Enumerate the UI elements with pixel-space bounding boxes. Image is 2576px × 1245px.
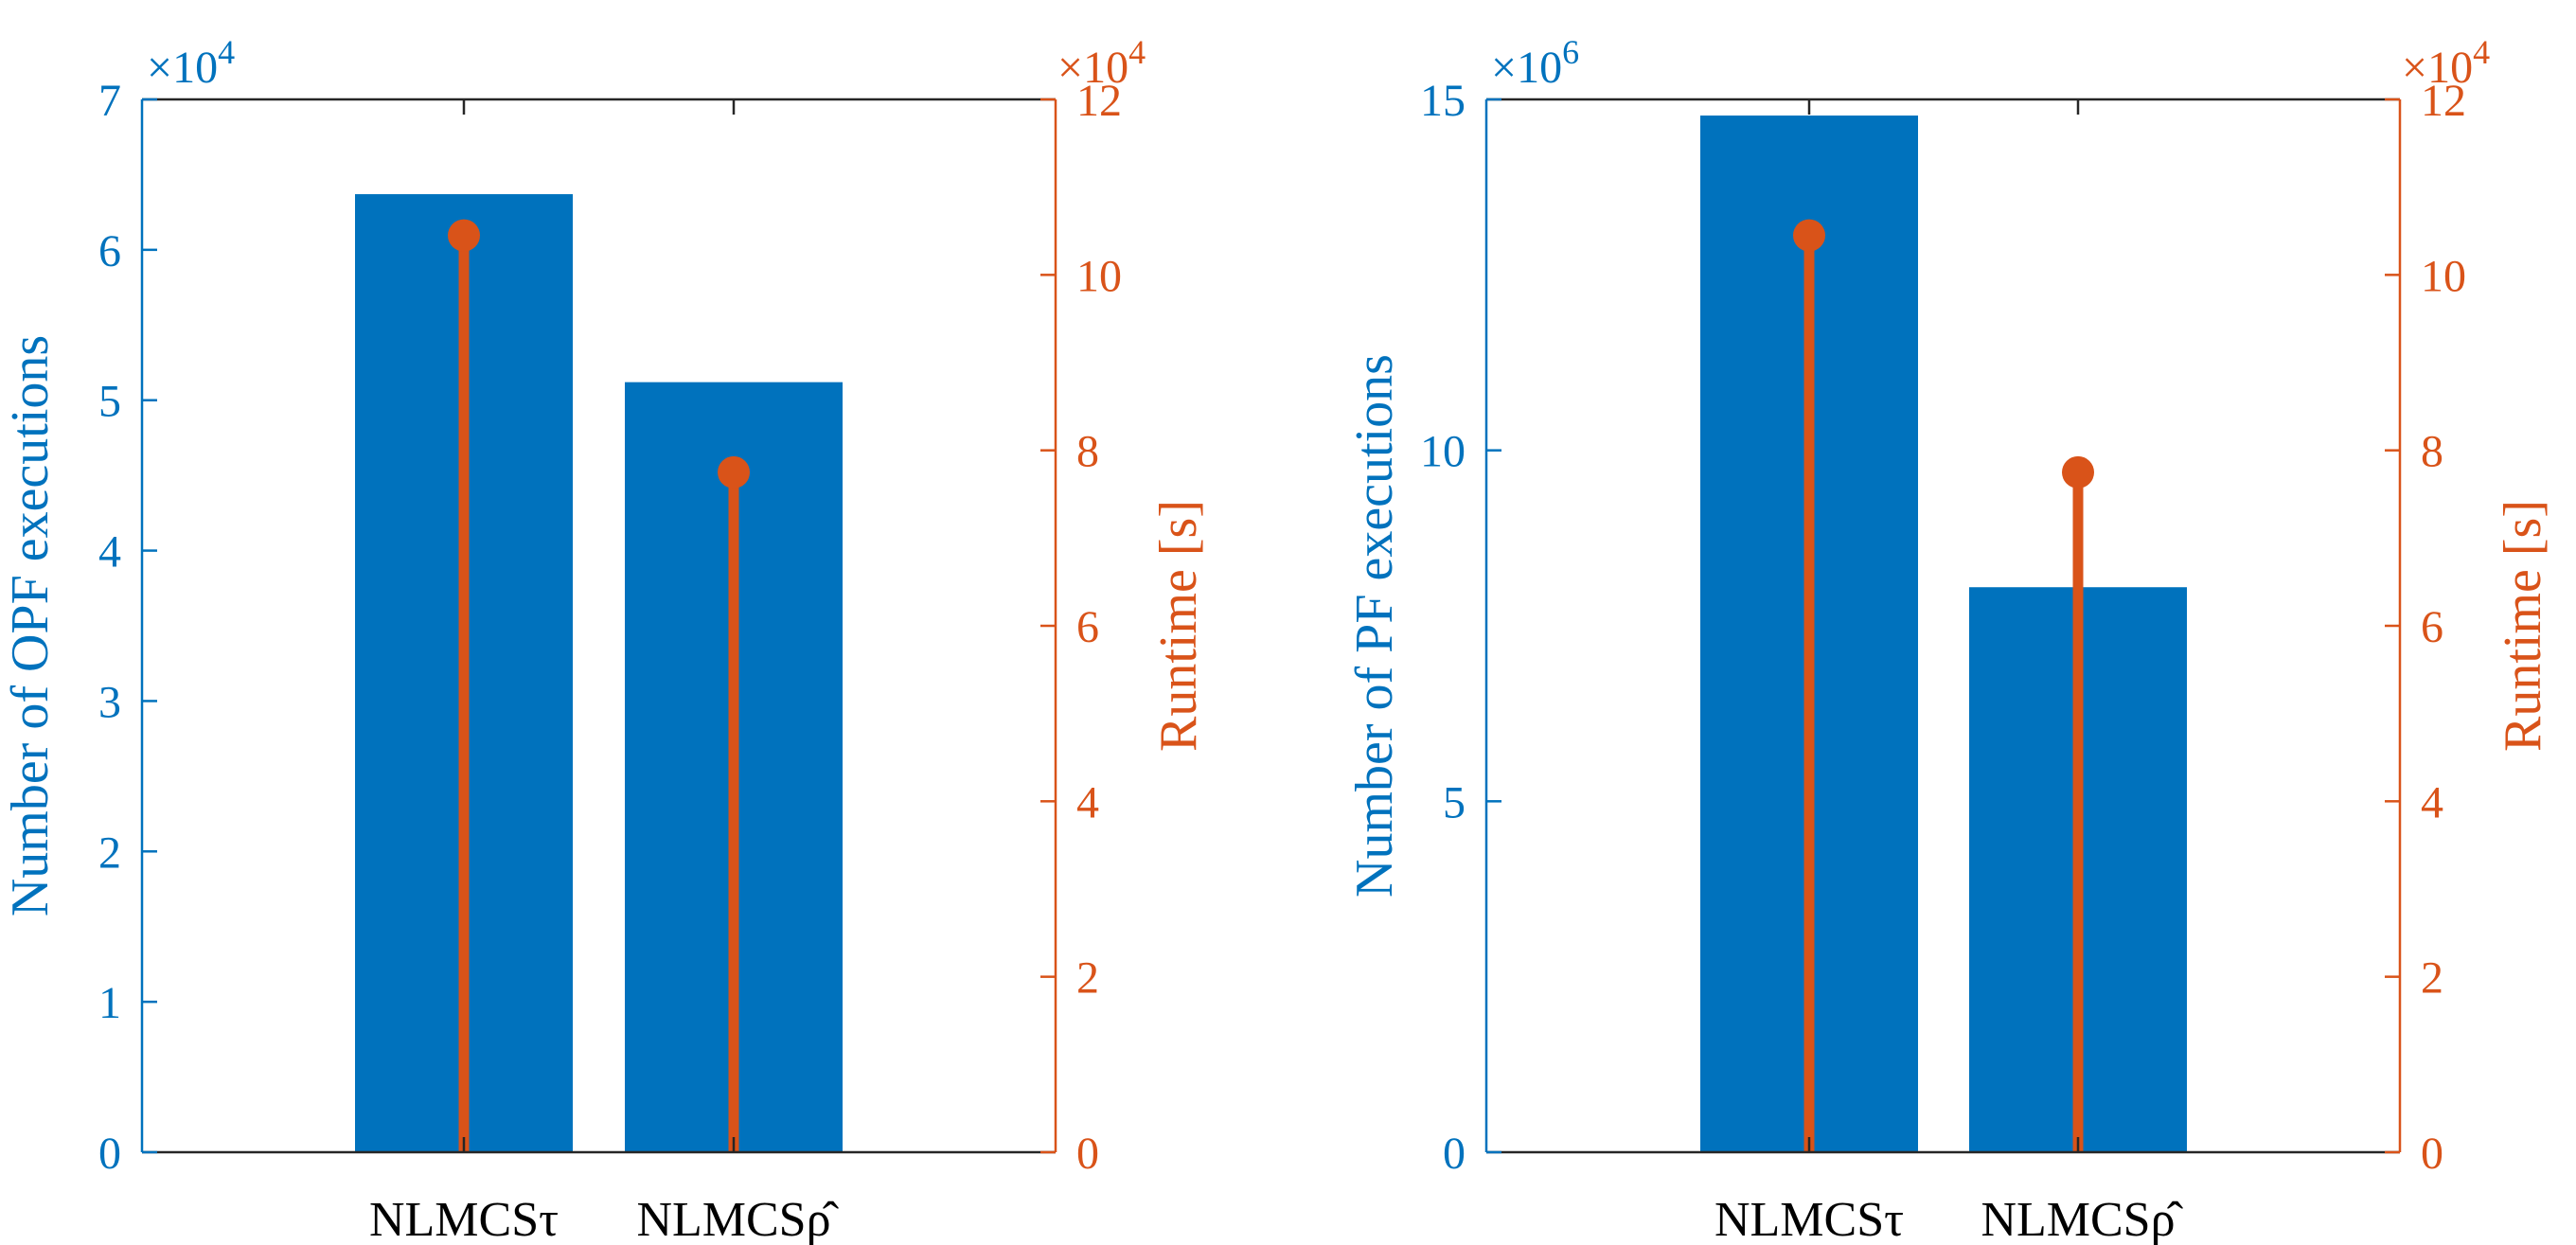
left-axis-exponent: ×104 [147,33,235,93]
left-axis-title: Number of PF executions [1345,354,1404,898]
left-tick-label: 5 [1443,777,1466,827]
x-tick-label: NLMCSτ [369,1193,559,1245]
left-axis-exponent: ×106 [1491,33,1579,93]
right-axis-exponent-power: 4 [1128,33,1146,71]
left-tick-label: 1 [98,978,121,1028]
left-tick-label: 3 [98,677,121,727]
right-axis-exponent-power: 4 [2473,33,2490,71]
x-tick-label: NLMCSρ̂ [1981,1193,2183,1245]
right-tick-label: 2 [2421,953,2443,1004]
right-tick-label: 0 [1076,1129,1099,1179]
left-tick-label: 5 [98,377,121,427]
right-axis-exponent: ×104 [2402,33,2490,93]
right-tick-label: 12 [1076,76,1122,126]
right-tick-label: 4 [1076,777,1099,827]
left-axis-exponent-base: ×10 [1491,43,1562,93]
stem-marker-2 [2062,455,2094,489]
right-tick-label: 6 [1076,602,1099,652]
right-tick-label: 4 [2421,777,2443,827]
right-tick-label: 0 [2421,1129,2443,1179]
right-tick-label: 8 [1076,427,1099,477]
x-tick-label: NLMCSρ̂ [636,1193,839,1245]
left-tick-label: 6 [98,226,121,276]
right-tick-label: 12 [2421,76,2466,126]
left-tick-label: 2 [98,827,121,878]
left-tick-label: 15 [1420,76,1466,126]
left-tick-label: 0 [1443,1129,1466,1179]
left-axis-exponent-power: 6 [1562,33,1579,71]
right-axis-title: Runtime [s] [1149,500,1208,752]
left-tick-label: 4 [98,527,121,578]
stem-marker-1 [1793,219,1825,252]
stem-marker-2 [718,455,750,489]
right-tick-label: 10 [2421,251,2466,301]
left-axis-exponent-base: ×10 [147,43,218,93]
left-tick-label: 0 [98,1129,121,1179]
left-tick-label: 7 [98,76,121,126]
right-axis-exponent-base: ×10 [1057,43,1128,93]
stem-marker-1 [448,219,480,252]
left-tick-label: 10 [1420,427,1466,477]
right-tick-label: 6 [2421,602,2443,652]
right-axis-title: Runtime [s] [2494,500,2552,752]
left-axis-exponent-power: 4 [218,33,235,71]
right-tick-label: 8 [2421,427,2443,477]
right-tick-label: 2 [1076,953,1099,1004]
right-axis-exponent: ×104 [1057,33,1146,93]
right-axis-exponent-base: ×10 [2402,43,2473,93]
right-tick-label: 10 [1076,251,1122,301]
left-axis-title: Number of OPF executions [1,335,60,916]
x-tick-label: NLMCSτ [1714,1193,1904,1245]
